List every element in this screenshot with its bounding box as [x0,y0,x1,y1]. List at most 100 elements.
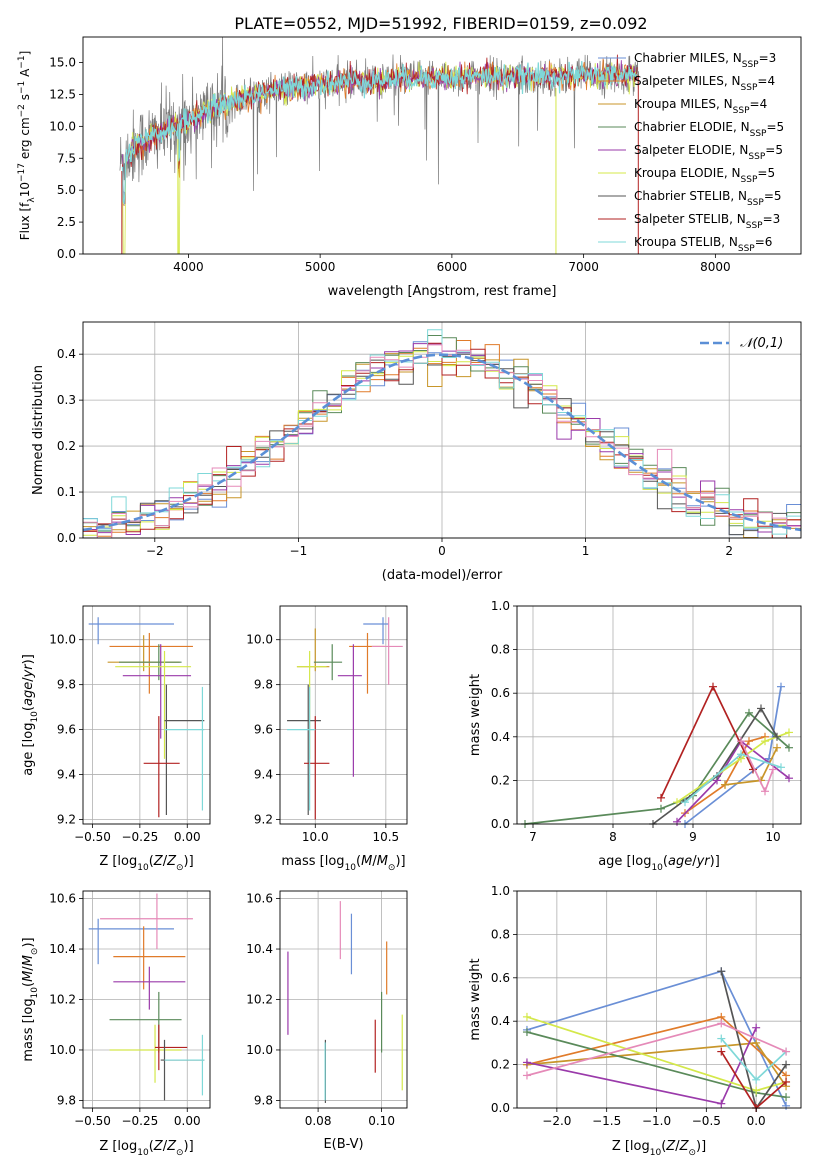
series-marker [737,737,745,746]
y-tick-label: 0.2 [57,439,76,453]
y-tick-label: 10.0 [49,633,76,647]
x-tick-label: 0.10 [368,1114,395,1128]
y-tick-label: 9.6 [254,723,273,737]
x-tick-label: 9 [689,830,697,844]
x-tick-label: 0.0 [747,1114,766,1128]
series-marker [657,804,665,813]
x-tick-label: −1.5 [592,1114,621,1128]
errorbar-point [313,644,343,681]
legend-entry: Kroupa MILES, NSSP=4 [634,97,767,116]
legend-entry: Chabrier MILES, NSSP=3 [634,51,776,70]
errorbar-point [113,966,186,1010]
series-marker [717,1099,726,1108]
y-tick-label: 10.0 [246,1043,273,1057]
x-axis-label: Z [log10(Z/Z⊙)] [99,854,193,873]
axes-mass_vs_EBV: 0.08 0.10 9.8 10.0 10.2 10.4 10.6 E(B-V) [246,890,408,1152]
series-marker [782,1060,791,1069]
series-marker [773,732,781,741]
x-tick-label: −2 [146,544,164,558]
series-marker [717,1047,726,1056]
series-marker [769,765,777,774]
y-tick-label: 10.6 [49,892,76,906]
y-tick-label: 10.0 [49,1043,76,1057]
errorbar-point [88,617,174,645]
series-marker [761,737,769,746]
y-tick-label: 0.2 [491,773,510,787]
x-tick-label: 10.0 [302,830,329,844]
series-marker [782,1077,791,1086]
errorbar-point [113,926,186,990]
legend-entry: Salpeter MILES, NSSP=4 [634,74,775,93]
legend-entry: Chabrier ELODIE, NSSP=5 [634,120,784,139]
x-tick-label: 5000 [305,260,336,274]
y-tick-label: 9.4 [254,768,273,782]
y-axis-label: mass weight [468,958,483,1040]
legend-entry: 𝒩(0,1) [740,336,783,351]
series-marker [757,704,765,713]
x-tick-label: −0.50 [74,830,111,844]
axes-frame-mass_vs_Z [82,890,211,1109]
y-tick-label: 0.4 [57,347,76,361]
y-tick-label: 0.0 [491,1101,510,1115]
y-tick-label: 9.8 [57,678,76,692]
axes-frame-residuals [82,321,802,539]
errorbar-point [155,1024,188,1071]
axes-massweight_vs_Z: −2.0 −1.5 −1.0 −0.5 0.0 0.0 0.2 0.4 0.6 0.8 1.0 Z [… [468,884,802,1158]
y-tick-label: 2.5 [57,215,76,229]
axes-spectrum: 4000 5000 6000 7000 8000 0.0 2.5 5.0 7.5 10.0 12.5… [17,36,802,299]
errorbar-point [164,686,205,811]
series-marker [673,817,681,826]
errorbar-point [115,650,192,759]
series-marker [752,1086,761,1095]
y-tick-label: 12.5 [49,87,76,101]
histogram-steps [83,342,801,538]
axes-mass_vs_Z: −0.50 −0.25 0.00 9.8 10.0 10.2 10.4 10.6 Z [log1… [21,890,211,1158]
series-line [676,739,790,823]
axes-massweight_vs_age: 7 8 9 10 0.0 0.2 0.4 0.6 0.8 1.0 age [log10(age/yr… [468,599,802,873]
errorbar-point [164,684,205,816]
errorbar-point [296,650,327,759]
x-axis-label: wavelength [Angstrom, rest frame] [328,284,557,299]
x-axis-label: Z [log10(Z/Z⊙)] [612,1139,706,1158]
y-tick-label: 10.2 [246,993,273,1007]
errorbar-point [122,644,192,739]
y-tick-label: 5.0 [57,183,76,197]
x-tick-label: −0.5 [692,1114,721,1128]
grid-age_vs_Z [83,606,210,824]
x-tick-label: −1.0 [642,1114,671,1128]
axes-frame-age_vs_mass [279,605,408,825]
series-marker [681,798,689,807]
y-tick-label: 0.8 [491,643,510,657]
axes-residuals: −2 −1 0 1 2 0.0 0.1 0.2 0.3 0.4 (data-model)/error… [31,321,802,583]
errorbar-point [337,644,362,777]
grid-mass_vs_Z [83,891,210,1108]
y-tick-label: 10.6 [246,892,273,906]
y-tick-label: 9.2 [254,813,273,827]
x-tick-label: −2.0 [542,1114,571,1128]
errorbar-point [119,644,182,681]
y-tick-label: 0.0 [57,247,76,261]
x-tick-label: 8 [609,830,617,844]
y-tick-label: 0.3 [57,393,76,407]
errorbar-point [100,893,193,950]
y-tick-label: 9.8 [254,678,273,692]
series-marker [761,787,769,796]
marks-residuals [82,329,802,538]
y-tick-label: 0.6 [491,686,510,700]
series-marker [737,750,745,759]
legend-entry: Salpeter ELODIE, NSSP=5 [634,143,783,162]
errorbar-point [164,1034,205,1096]
y-tick-label: 0.1 [57,485,76,499]
model-spectrum-line [121,61,638,206]
axes-frame-mass_vs_EBV [279,890,408,1109]
x-tick-label: −1 [290,544,308,558]
x-tick-label: −0.25 [121,1114,158,1128]
series-marker [522,1028,531,1037]
legend-entry: Salpeter STELIB, NSSP=3 [634,212,780,231]
x-tick-label: −0.25 [121,830,158,844]
x-tick-label: 0.08 [305,1114,332,1128]
y-axis-label: mass weight [468,674,483,756]
axes-frame-spectrum [82,36,802,255]
errorbar-point [107,635,180,672]
series-line [524,711,790,825]
